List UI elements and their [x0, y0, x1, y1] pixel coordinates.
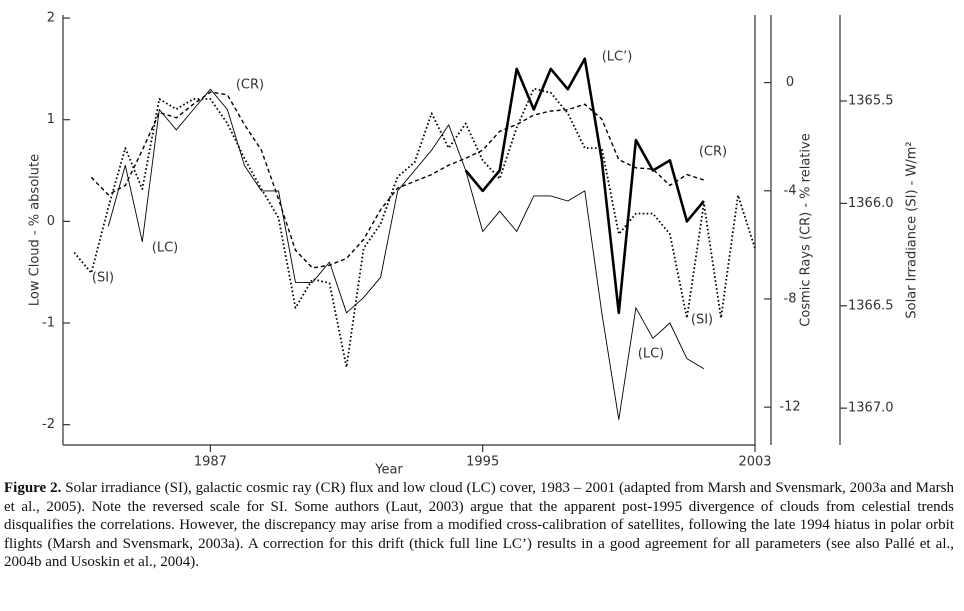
y2-tick-label: -8 — [784, 291, 797, 306]
caption-text: Solar irradiance (SI), galactic cosmic r… — [4, 480, 955, 570]
y2-tick-label: 0 — [786, 75, 794, 90]
annotation: (LC’) — [602, 50, 633, 65]
series-line — [73, 87, 756, 369]
series-line — [464, 57, 705, 315]
x-tick-label: 2003 — [738, 455, 771, 470]
y-axis-label: Low Cloud - % absolute — [28, 154, 43, 306]
y3-axis-label: Solar Irradiance (SI) - W/m² — [905, 141, 920, 318]
y3-tick-label: 1366.0 — [848, 196, 894, 211]
annotation: (CR) — [699, 145, 727, 160]
caption-label: Figure 2. — [4, 480, 62, 496]
y3-tick-label: 1365.5 — [848, 94, 894, 109]
caption: Figure 2. Solar irradiance (SI), galacti… — [4, 479, 954, 572]
x-axis-label: Year — [374, 463, 403, 478]
series-line — [90, 91, 705, 269]
y2-axis-label: Cosmic Rays (CR) - % relative — [799, 133, 814, 326]
x-tick-label: 1995 — [466, 455, 499, 470]
y-tick-label: 2 — [47, 11, 55, 26]
annotation: (SI) — [92, 271, 114, 286]
y3-tick-label: 1367.0 — [848, 401, 894, 416]
y2-tick-label: -12 — [779, 400, 800, 415]
y2-tick-label: -4 — [784, 183, 797, 198]
y-tick-label: -1 — [42, 316, 55, 331]
x-tick-label: 1987 — [194, 455, 227, 470]
annotation: (LC) — [152, 241, 178, 256]
chart: Year Low Cloud - % absolute Cosmic Rays … — [28, 11, 920, 478]
y-tick-label: 1 — [47, 112, 55, 127]
y-tick-label: -2 — [42, 417, 55, 432]
y3-tick-label: 1366.5 — [848, 298, 894, 313]
annotation: (LC) — [638, 347, 664, 362]
y-tick-label: 0 — [47, 214, 55, 229]
series-line — [107, 88, 705, 421]
annotation: (CR) — [236, 78, 264, 93]
annotation: (SI) — [691, 313, 713, 328]
